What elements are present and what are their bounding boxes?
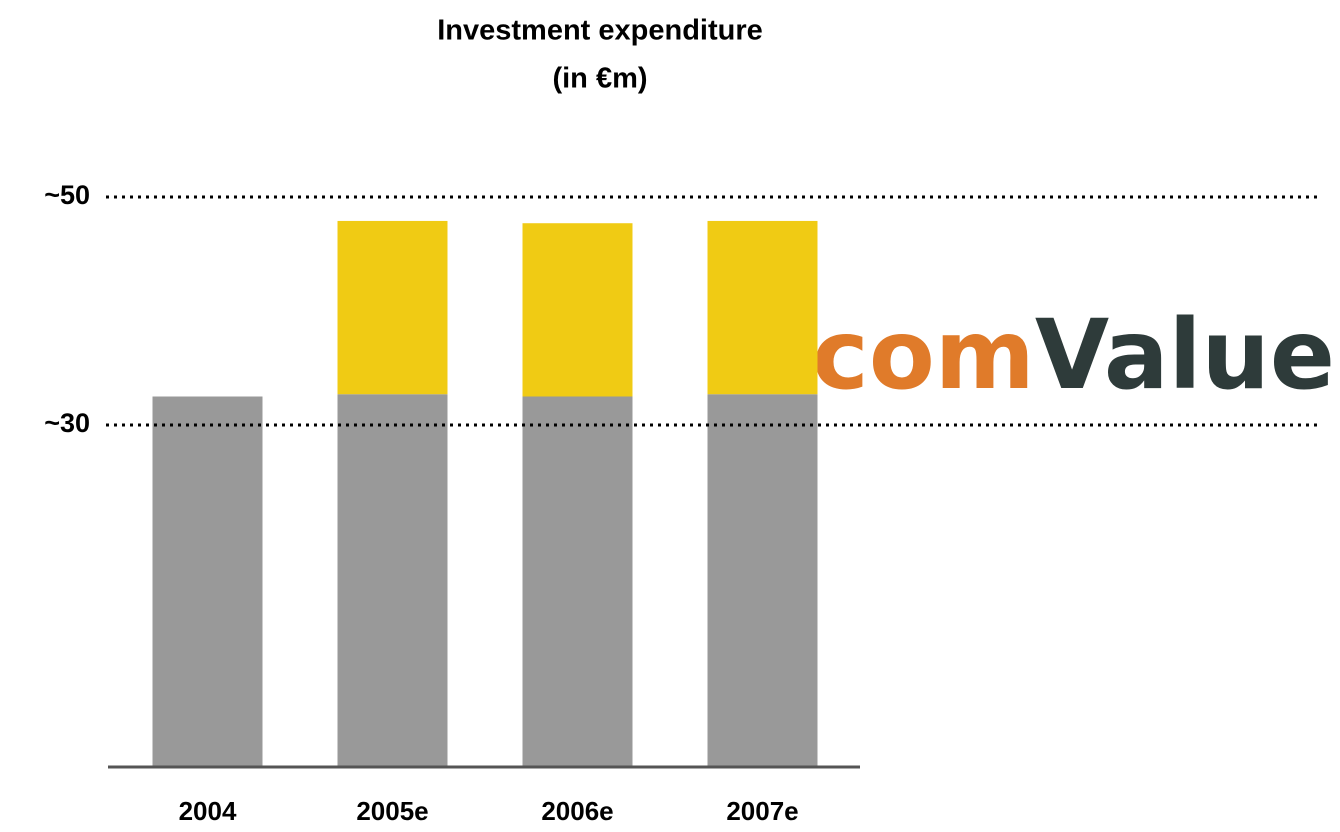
bar-segment <box>707 394 818 767</box>
bar-segment <box>337 220 448 395</box>
logo: comValue <box>812 299 1335 411</box>
x-tick-label: 2006e <box>541 796 613 826</box>
y-tick-label: ~50 <box>44 180 90 210</box>
bar-segment <box>522 223 633 397</box>
x-tick-label: 2007e <box>726 796 798 826</box>
chart-title: Investment expenditure <box>437 15 763 47</box>
bar-segment <box>522 396 633 767</box>
chart-title: (in €m) <box>552 63 647 95</box>
bar-segment <box>707 220 818 395</box>
bar-segment <box>152 396 263 767</box>
logo-part: Value <box>1035 299 1335 411</box>
x-tick-label: 2005e <box>356 796 428 826</box>
bar-segment <box>337 394 448 767</box>
x-tick-label: 2004 <box>179 796 237 826</box>
y-tick-label: ~30 <box>44 408 90 438</box>
logo-part: com <box>812 299 1035 411</box>
